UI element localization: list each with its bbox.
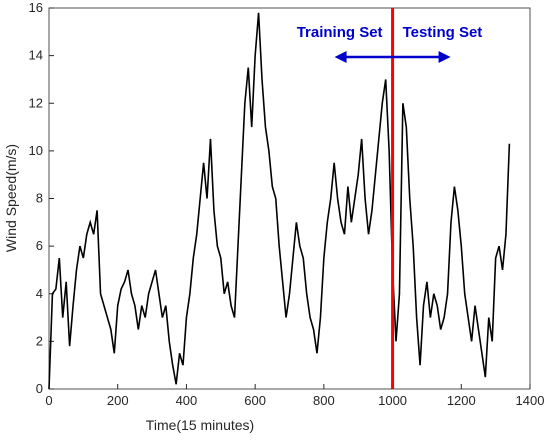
arrow-head: [438, 51, 451, 63]
y-tick-label: 8: [36, 191, 43, 206]
y-tick-label: 6: [36, 238, 43, 253]
x-axis-label: Time(15 minutes): [146, 417, 254, 433]
x-tick-label: 1400: [516, 393, 545, 408]
y-axis-label: Wind Speed(m/s): [3, 144, 19, 252]
x-tick-label: 600: [244, 393, 266, 408]
y-tick-label: 0: [36, 381, 43, 396]
plot-area: [48, 7, 531, 390]
x-tick-label: 1000: [378, 393, 407, 408]
annotation: Training Set: [297, 24, 383, 41]
x-tick-label: 400: [176, 393, 198, 408]
y-tick-label: 4: [36, 286, 43, 301]
annotation: Testing Set: [403, 24, 483, 41]
y-tick-label: 2: [36, 333, 43, 348]
y-tick-label: 14: [29, 48, 43, 63]
y-tick-label: 10: [29, 143, 43, 158]
x-tick-label: 200: [107, 393, 129, 408]
y-tick-label: 16: [29, 0, 43, 15]
arrow-head: [334, 51, 347, 63]
y-tick-label: 12: [29, 95, 43, 110]
x-tick-label: 1200: [447, 393, 476, 408]
line-series: [48, 12, 511, 390]
x-tick-label: 0: [45, 393, 52, 408]
x-tick-label: 800: [313, 393, 335, 408]
